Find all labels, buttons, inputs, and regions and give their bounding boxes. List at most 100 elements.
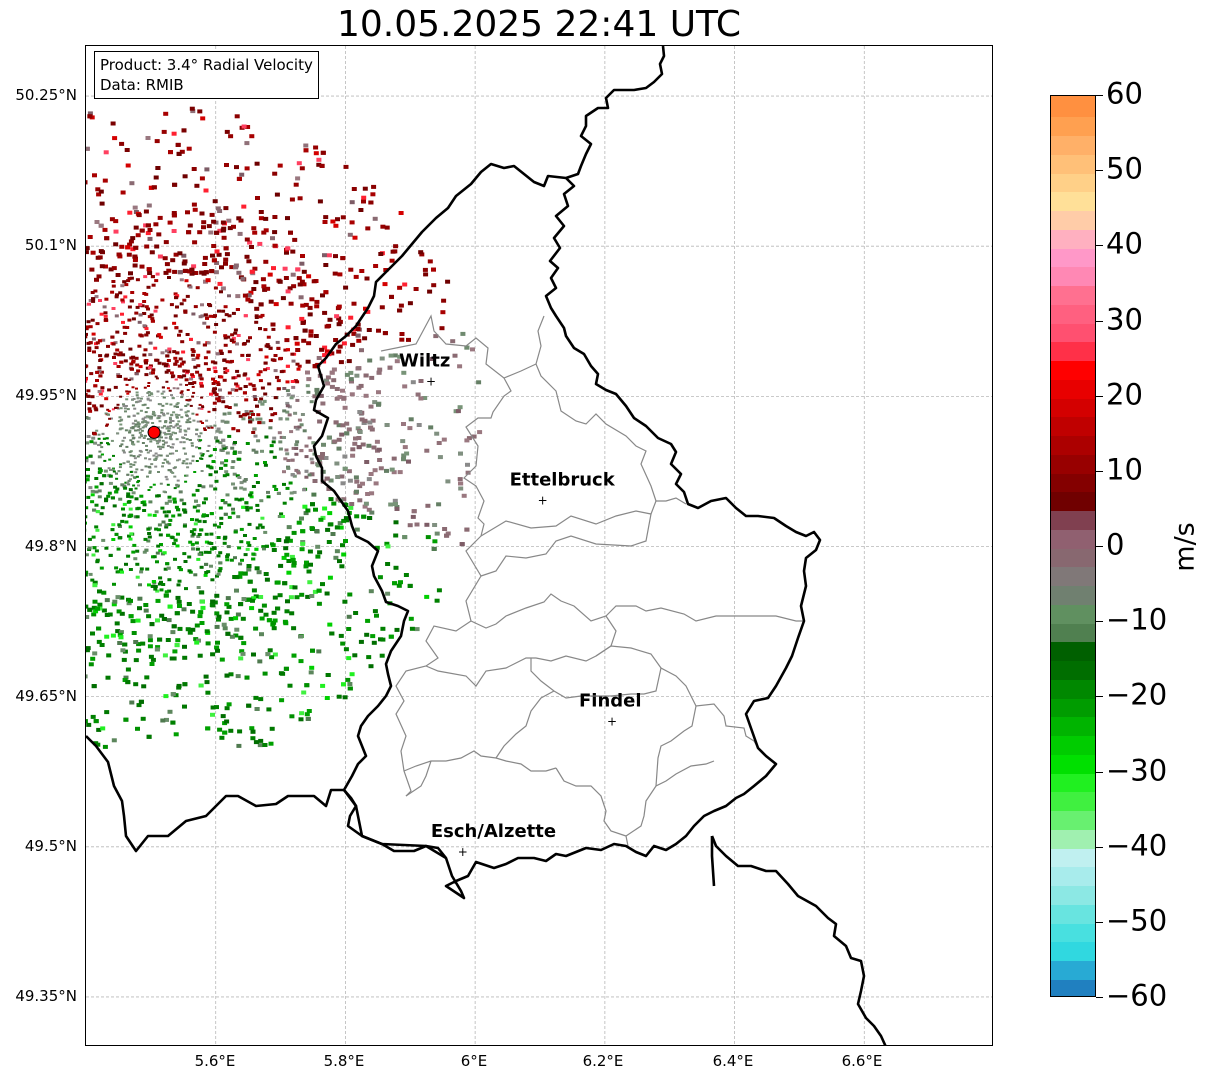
radar-echo-pixel (244, 237, 250, 242)
colorbar-segment (1051, 527, 1095, 549)
radar-echo-pixel (178, 568, 183, 572)
radar-echo-pixel (109, 469, 112, 471)
radar-echo-pixel (129, 426, 133, 429)
radar-echo-pixel (124, 429, 128, 432)
radar-echo-pixel (368, 425, 374, 430)
radar-echo-pixel (178, 329, 183, 333)
radar-echo-pixel (110, 439, 114, 442)
map-title: 10.05.2025 22:41 UTC (336, 4, 742, 45)
radar-echo-pixel (237, 729, 243, 734)
radar-echo-pixel (121, 513, 126, 517)
radar-echo-pixel (288, 481, 293, 485)
radar-echo-pixel (92, 173, 97, 178)
radar-echo-pixel (192, 505, 197, 509)
radar-echo-pixel (107, 410, 111, 413)
radar-echo-pixel (255, 508, 260, 512)
radar-echo-pixel (431, 267, 436, 272)
radar-echo-pixel (195, 286, 200, 290)
radar-echo-pixel (214, 249, 220, 254)
radar-echo-pixel (127, 305, 132, 309)
radar-echo-pixel (224, 602, 230, 607)
radar-echo-pixel (106, 344, 110, 348)
radar-echo-pixel (201, 220, 207, 225)
radar-echo-pixel (129, 465, 133, 468)
radar-echo-pixel (227, 406, 232, 409)
radar-echo-pixel (230, 446, 235, 450)
radar-echo-pixel (470, 347, 475, 352)
radar-echo-pixel (167, 578, 172, 582)
radar-echo-pixel (108, 481, 113, 485)
colorbar-tick-label: −10 (1106, 602, 1168, 637)
radar-echo-pixel (246, 567, 252, 572)
radar-echo-pixel (93, 609, 99, 614)
radar-echo-pixel (204, 629, 210, 634)
radar-echo-pixel (168, 421, 172, 424)
radar-echo-pixel (248, 382, 253, 386)
radar-echo-pixel (288, 301, 294, 306)
radar-echo-pixel (94, 220, 100, 224)
radar-echo-pixel (227, 503, 232, 507)
radar-echo-pixel (406, 337, 411, 342)
radar-echo-pixel (163, 270, 169, 275)
radar-echo-pixel (202, 501, 206, 505)
radar-echo-pixel (183, 429, 187, 432)
radar-echo-pixel (220, 396, 225, 400)
radar-echo-pixel (376, 402, 381, 407)
radar-echo-pixel (419, 252, 425, 257)
gridlines (86, 46, 992, 1045)
radar-echo-pixel (326, 540, 332, 544)
radar-echo-pixel (125, 383, 129, 386)
radar-echo-pixel (225, 360, 230, 364)
radar-echo-pixel (216, 397, 221, 401)
radar-echo-pixel (174, 326, 179, 330)
radar-echo-pixel (320, 401, 326, 406)
radar-echo-pixel (367, 358, 373, 363)
radar-echo-pixel (158, 448, 162, 450)
radar-echo-pixel (125, 163, 131, 168)
radar-echo-pixel (370, 418, 376, 423)
radar-echo-pixel (138, 449, 142, 452)
radar-echo-pixel (190, 353, 195, 357)
radar-echo-pixel (269, 444, 274, 448)
radar-echo-pixel (187, 569, 192, 573)
radar-echo-pixel (258, 523, 263, 527)
radar-echo-pixel (249, 491, 254, 495)
radar-echo-pixel (340, 481, 346, 486)
radar-echo-pixel (329, 351, 335, 356)
radar-echo-pixel (119, 568, 123, 572)
radar-echo-pixel (431, 283, 437, 288)
radar-echo-pixel (169, 656, 175, 661)
radar-echo-pixel (251, 384, 256, 388)
radar-echo-pixel (225, 558, 230, 562)
radar-map[interactable]: + Wiltz + Ettelbruck + Findel + Esch/Alzette (85, 45, 993, 1046)
radar-echo-pixel (355, 333, 361, 338)
radar-echo-pixel (200, 407, 204, 410)
radar-echo-pixel (379, 653, 385, 658)
radar-echo-pixel (206, 341, 211, 345)
radar-echo-pixel (275, 606, 281, 611)
radar-echo-pixel (216, 614, 222, 619)
lat-label: 50.25°N (15, 86, 77, 104)
radar-echo-pixel (103, 150, 109, 155)
radar-echo-pixel (300, 320, 306, 325)
radar-echo-pixel (290, 473, 295, 477)
radar-echo-pixel (101, 338, 106, 342)
radar-echo-pixel (213, 370, 218, 373)
radar-echo-pixel (293, 336, 299, 341)
radar-echo-pixel (251, 596, 257, 601)
radar-echo-pixel (108, 553, 113, 557)
radar-echo-pixel (142, 312, 147, 315)
radar-echo-pixel (137, 484, 140, 487)
radar-echo-pixel (91, 297, 96, 301)
city-markers: +Wiltz+Ettelbruck+Findel+Esch/Alzette (399, 350, 641, 858)
radar-echo-pixel (368, 200, 374, 205)
radar-echo-pixel (161, 362, 166, 366)
radar-echo-pixel (131, 437, 135, 440)
radar-echo-pixel (138, 313, 143, 317)
radar-echo-pixel (192, 381, 197, 385)
radar-echo-pixel (182, 259, 188, 264)
radar-echo-pixel (316, 356, 322, 360)
radar-echo-pixel (271, 548, 277, 552)
radar-echo-pixel (115, 595, 121, 600)
radar-echo-pixel (131, 491, 136, 495)
